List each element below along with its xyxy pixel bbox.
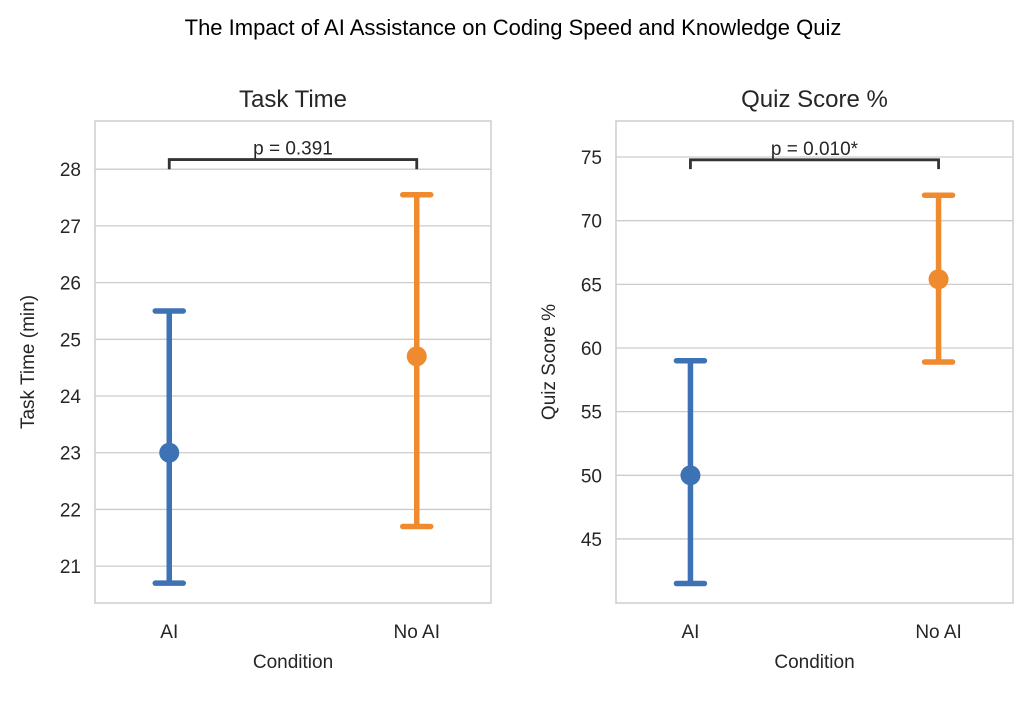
x-axis-title: Condition — [253, 652, 333, 673]
panel-title: Task Time — [239, 86, 347, 113]
figure-suptitle: The Impact of AI Assistance on Coding Sp… — [184, 15, 842, 40]
y-tick-label: 50 — [581, 466, 602, 487]
y-tick-label: 23 — [60, 444, 81, 465]
y-tick-label: 60 — [581, 339, 602, 360]
axes-frame — [615, 120, 1014, 604]
y-tick-label: 28 — [60, 160, 81, 181]
x-tick-label: No AI — [915, 622, 961, 643]
panel-title: Quiz Score % — [741, 86, 888, 113]
significance-bracket — [167, 158, 419, 170]
x-tick-label: AI — [681, 622, 699, 643]
y-tick-label: 55 — [581, 403, 602, 424]
y-tick-label: 21 — [60, 557, 81, 578]
significance-bracket — [689, 158, 940, 170]
y-tick-label: 27 — [60, 217, 81, 238]
y-tick-label: 26 — [60, 274, 81, 295]
x-tick-label: AI — [160, 622, 178, 643]
significance-label: p = 0.010* — [771, 139, 859, 160]
y-tick-label: 65 — [581, 275, 602, 296]
y-tick-label: 70 — [581, 212, 602, 233]
y-axis-title: Quiz Score % — [539, 304, 560, 420]
panel-quiz-score: 45 50 55 60 65 70 75 AI No AI Condition Quiz Score… — [539, 86, 1014, 673]
mean-point-1 — [928, 269, 949, 290]
x-axis-title: Condition — [774, 652, 854, 673]
y-tick-label: 25 — [60, 330, 81, 351]
mean-point-0 — [159, 442, 180, 463]
mean-point-0 — [680, 465, 701, 486]
mean-point-1 — [406, 346, 427, 367]
y-tick-label: 22 — [60, 500, 81, 521]
axes-frame — [94, 120, 492, 604]
y-tick-label: 45 — [581, 530, 602, 551]
y-tick-label: 24 — [60, 387, 82, 408]
y-tick-label: 75 — [581, 148, 602, 169]
significance-label: p = 0.391 — [253, 139, 333, 160]
y-axis-title: Task Time (min) — [18, 295, 39, 429]
panel-task-time: 21 22 23 24 25 26 27 28 AI No AI Condition Task Tim… — [18, 86, 492, 673]
x-tick-label: No AI — [394, 622, 440, 643]
